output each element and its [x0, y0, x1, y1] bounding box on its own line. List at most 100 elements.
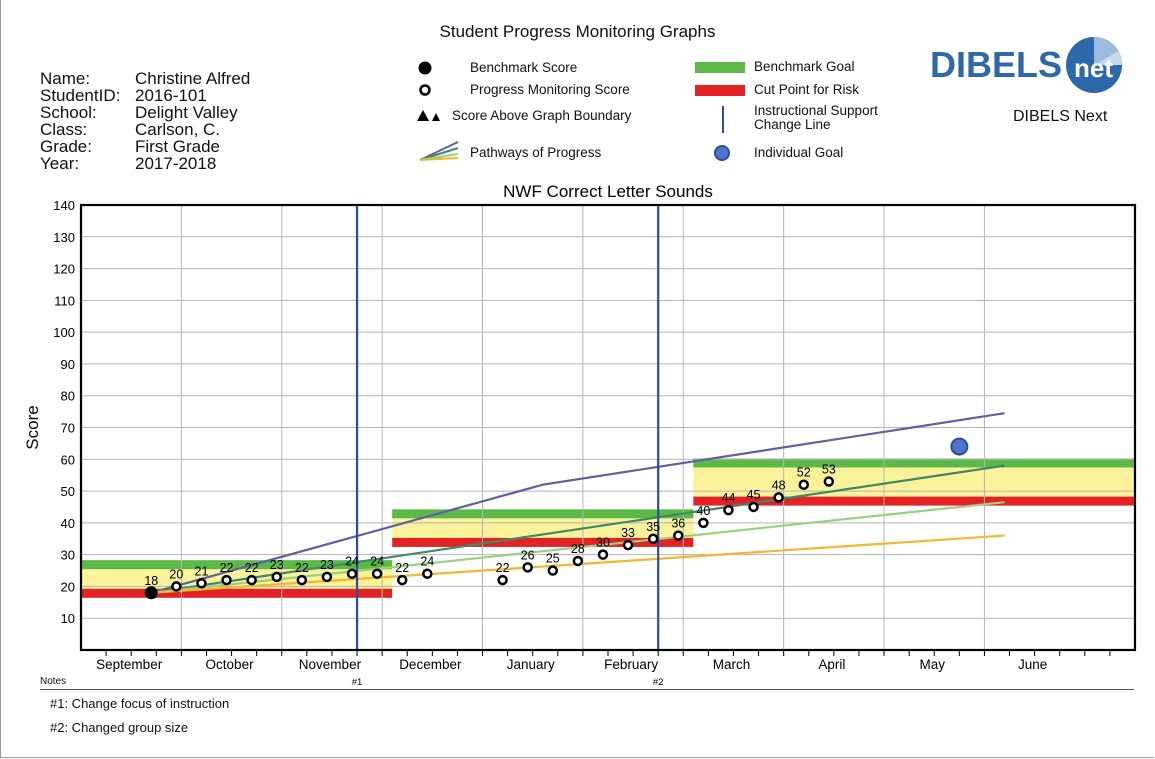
progress-score-label: 45	[747, 488, 761, 502]
x-month-label: June	[1018, 657, 1047, 672]
progress-score-point	[422, 568, 433, 579]
progress-score-label: 44	[722, 491, 736, 505]
notes-divider	[40, 689, 1134, 690]
x-month-label: March	[713, 657, 751, 672]
legend-support-line-1: Instructional Support	[754, 103, 878, 118]
y-tick-label: 30	[61, 548, 75, 563]
y-tick-label: 130	[53, 230, 75, 245]
progress-score-label: 22	[295, 561, 309, 575]
progress-score-point	[221, 574, 232, 586]
progress-score-label: 53	[822, 463, 836, 477]
legend-support-line: Instructional Support Change Line	[754, 104, 878, 132]
benchmark-score-label: 18	[144, 574, 158, 588]
y-tick-label: 50	[61, 484, 75, 499]
chart-title: NWF Correct Letter Sounds	[503, 182, 713, 201]
x-month-label: January	[507, 657, 555, 672]
grade-value: First Grade	[135, 137, 221, 156]
nwf-chart: NWF Correct Letter Sounds 10 20 30 40 50 60 70 8…	[23, 182, 1137, 688]
y-tick-label: 60	[61, 452, 75, 467]
progress-score-point	[572, 555, 584, 567]
x-month-label: February	[604, 657, 658, 672]
x-month-label: September	[96, 657, 163, 672]
x-month-label: April	[818, 657, 845, 672]
legend-individual-goal: Individual Goal	[754, 145, 844, 160]
progress-score-label: 52	[797, 466, 811, 480]
y-tick-label: 20	[61, 579, 75, 594]
y-tick-label: 120	[53, 262, 75, 277]
progress-score-point	[296, 574, 308, 586]
progress-score-label: 30	[596, 536, 610, 550]
progress-score-point	[497, 574, 508, 586]
progress-score-point	[673, 530, 684, 541]
progress-score-label: 28	[571, 542, 585, 556]
y-tick-label: 110	[54, 293, 75, 308]
progress-score-label: 22	[220, 561, 234, 575]
progress-score-label: 25	[546, 552, 560, 566]
progress-score-point	[547, 565, 559, 576]
progress-score-point	[346, 568, 358, 579]
legend-benchmark-goal: Benchmark Goal	[754, 59, 855, 74]
y-tick-label: 140	[53, 198, 75, 213]
progress-score-point	[396, 574, 408, 586]
notes-header: Notes	[40, 676, 67, 687]
progress-score-label: 48	[772, 478, 786, 492]
name-label: Name:	[40, 69, 91, 88]
x-month-label: November	[299, 657, 362, 672]
student-id-value: 2016-101	[135, 86, 207, 105]
class-label: Class:	[40, 120, 88, 139]
progress-score-point	[723, 504, 734, 516]
legend-progress-score: Progress Monitoring Score	[470, 82, 630, 97]
y-tick-label: 80	[61, 389, 75, 404]
school-value: Delight Valley	[135, 103, 238, 122]
individual-goal-icon	[714, 145, 730, 161]
legend-support-line-2: Change Line	[754, 117, 831, 132]
progress-score-point	[622, 539, 634, 551]
class-value: Carlson, C.	[135, 120, 221, 139]
progress-score-point	[798, 479, 809, 490]
cut-point-swatch	[695, 85, 745, 96]
progress-score-label: 22	[395, 561, 409, 575]
above-boundary-triangle-small-icon	[432, 113, 440, 121]
benchmark-goal-swatch	[695, 62, 745, 73]
progress-score-label: 26	[521, 548, 535, 562]
progress-score-point	[246, 574, 257, 586]
dibels-logo: DIBELS net	[930, 37, 1122, 93]
note-2: #2: Changed group size	[50, 720, 189, 735]
progress-score-label: 22	[496, 561, 510, 575]
x-month-label: December	[399, 657, 462, 672]
benchmark-goal-bar	[693, 458, 1135, 468]
benchmark-score-point	[144, 586, 158, 600]
progress-score-point	[371, 568, 383, 579]
benchmark-goal-bar	[81, 560, 393, 570]
progress-score-point	[522, 562, 533, 573]
progress-score-label: 36	[671, 517, 685, 531]
benchmark-zone	[693, 462, 1135, 501]
y-tick-label: 100	[53, 325, 75, 340]
cut-point-bar	[392, 537, 694, 547]
logo-subtitle: DIBELS Next	[1013, 108, 1108, 125]
student-info: Name: Christine Alfred StudentID: 2016-101…	[40, 70, 250, 172]
progress-score-label: 33	[621, 526, 635, 540]
progress-score-label: 23	[270, 558, 284, 572]
progress-score-label: 24	[345, 555, 359, 569]
legend-above-boundary: Score Above Graph Boundary	[452, 108, 632, 123]
progress-score-label: 40	[696, 504, 710, 518]
y-tick-label: 40	[61, 516, 75, 531]
progress-score-point	[647, 533, 659, 544]
progress-score-point	[271, 571, 282, 583]
pathway-line	[151, 464, 1005, 594]
pathway-line	[150, 412, 1005, 594]
note-1: #1: Change focus of instruction	[50, 696, 230, 711]
progress-score-point	[171, 581, 182, 592]
cut-point-bar	[81, 588, 393, 598]
progress-score-label: 22	[245, 561, 259, 575]
progress-score-point	[773, 492, 784, 503]
progress-score-label: 20	[169, 567, 183, 581]
cut-point-bar	[693, 496, 1135, 506]
progress-score-label: 35	[646, 520, 660, 534]
page-title: Student Progress Monitoring Graphs	[439, 22, 716, 41]
y-axis-label: Score	[23, 405, 42, 449]
progress-score-label: 24	[370, 555, 384, 569]
x-month-label: May	[919, 657, 945, 672]
